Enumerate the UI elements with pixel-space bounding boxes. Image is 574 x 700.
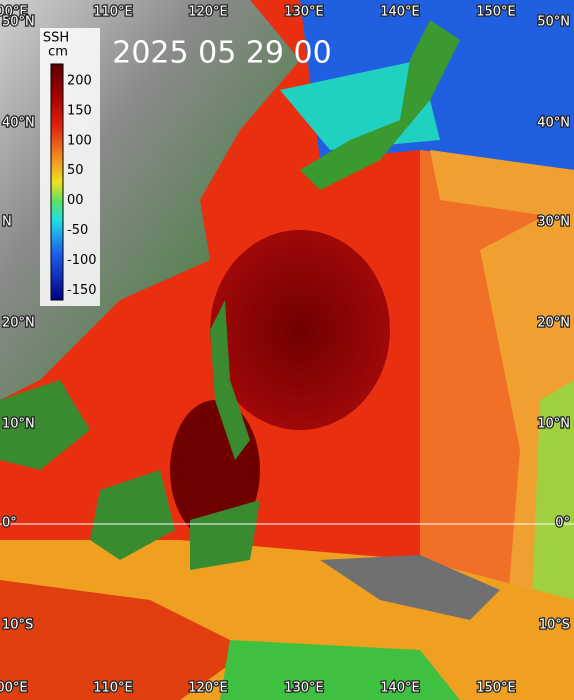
colorbar-tick-label: 200 [67,74,92,89]
left-lat-label: N [2,215,12,230]
bottom-lon-label: 110°E [93,681,133,696]
colorbar-tick-label: 50 [67,163,84,178]
colorbar: SSH cm 200 150 100 50 00 -50 -100 -150 [40,28,100,306]
left-lat-label: 0° [2,516,17,531]
top-lon-label: 150°E [476,5,516,20]
right-lat-label: 30°N [537,215,570,230]
top-lon-label: 120°E [188,5,228,20]
colorbar-tick-label: -100 [67,253,97,268]
colorbar-tick-label: -50 [67,223,88,238]
left-lat-label: 10°S [2,618,33,633]
left-lat-label: 20°N [2,316,35,331]
left-lat-label: 40°N [2,116,35,131]
bottom-lon-label: 150°E [476,681,516,696]
bottom-lon-label: 140°E [380,681,420,696]
bottom-lon-label: 130°E [284,681,324,696]
colorbar-tick-label: 00 [67,193,84,208]
left-lat-label: 10°N [2,417,35,432]
top-lon-label: 140°E [380,5,420,20]
colorbar-title: SSH [43,31,69,46]
bottom-lon-label: 00°E [0,681,28,696]
right-lat-label: 50°N [537,15,570,30]
left-lat-label: 50°N [2,15,35,30]
top-lon-label: 00°E [0,5,28,20]
map-title: 2025 05 29 00 [112,36,331,71]
colorbar-tick-label: -150 [67,283,97,298]
right-lat-label: 40°N [537,116,570,131]
right-lat-label: 10°N [537,417,570,432]
colorbar-tick-label: 100 [67,133,92,148]
colorbar-unit: cm [48,45,68,60]
right-lat-label: 0° [555,516,570,531]
top-lon-label: 130°E [284,5,324,20]
right-lat-label: 20°N [537,316,570,331]
colorbar-tick-label: 150 [67,103,92,118]
bottom-lon-label: 120°E [188,681,228,696]
graticule-labels: 00°E 110°E 120°E 130°E 140°E 150°E 00°E 110°E 12… [0,3,571,697]
right-lat-label: 10°S [539,618,570,633]
top-lon-label: 110°E [93,5,133,20]
